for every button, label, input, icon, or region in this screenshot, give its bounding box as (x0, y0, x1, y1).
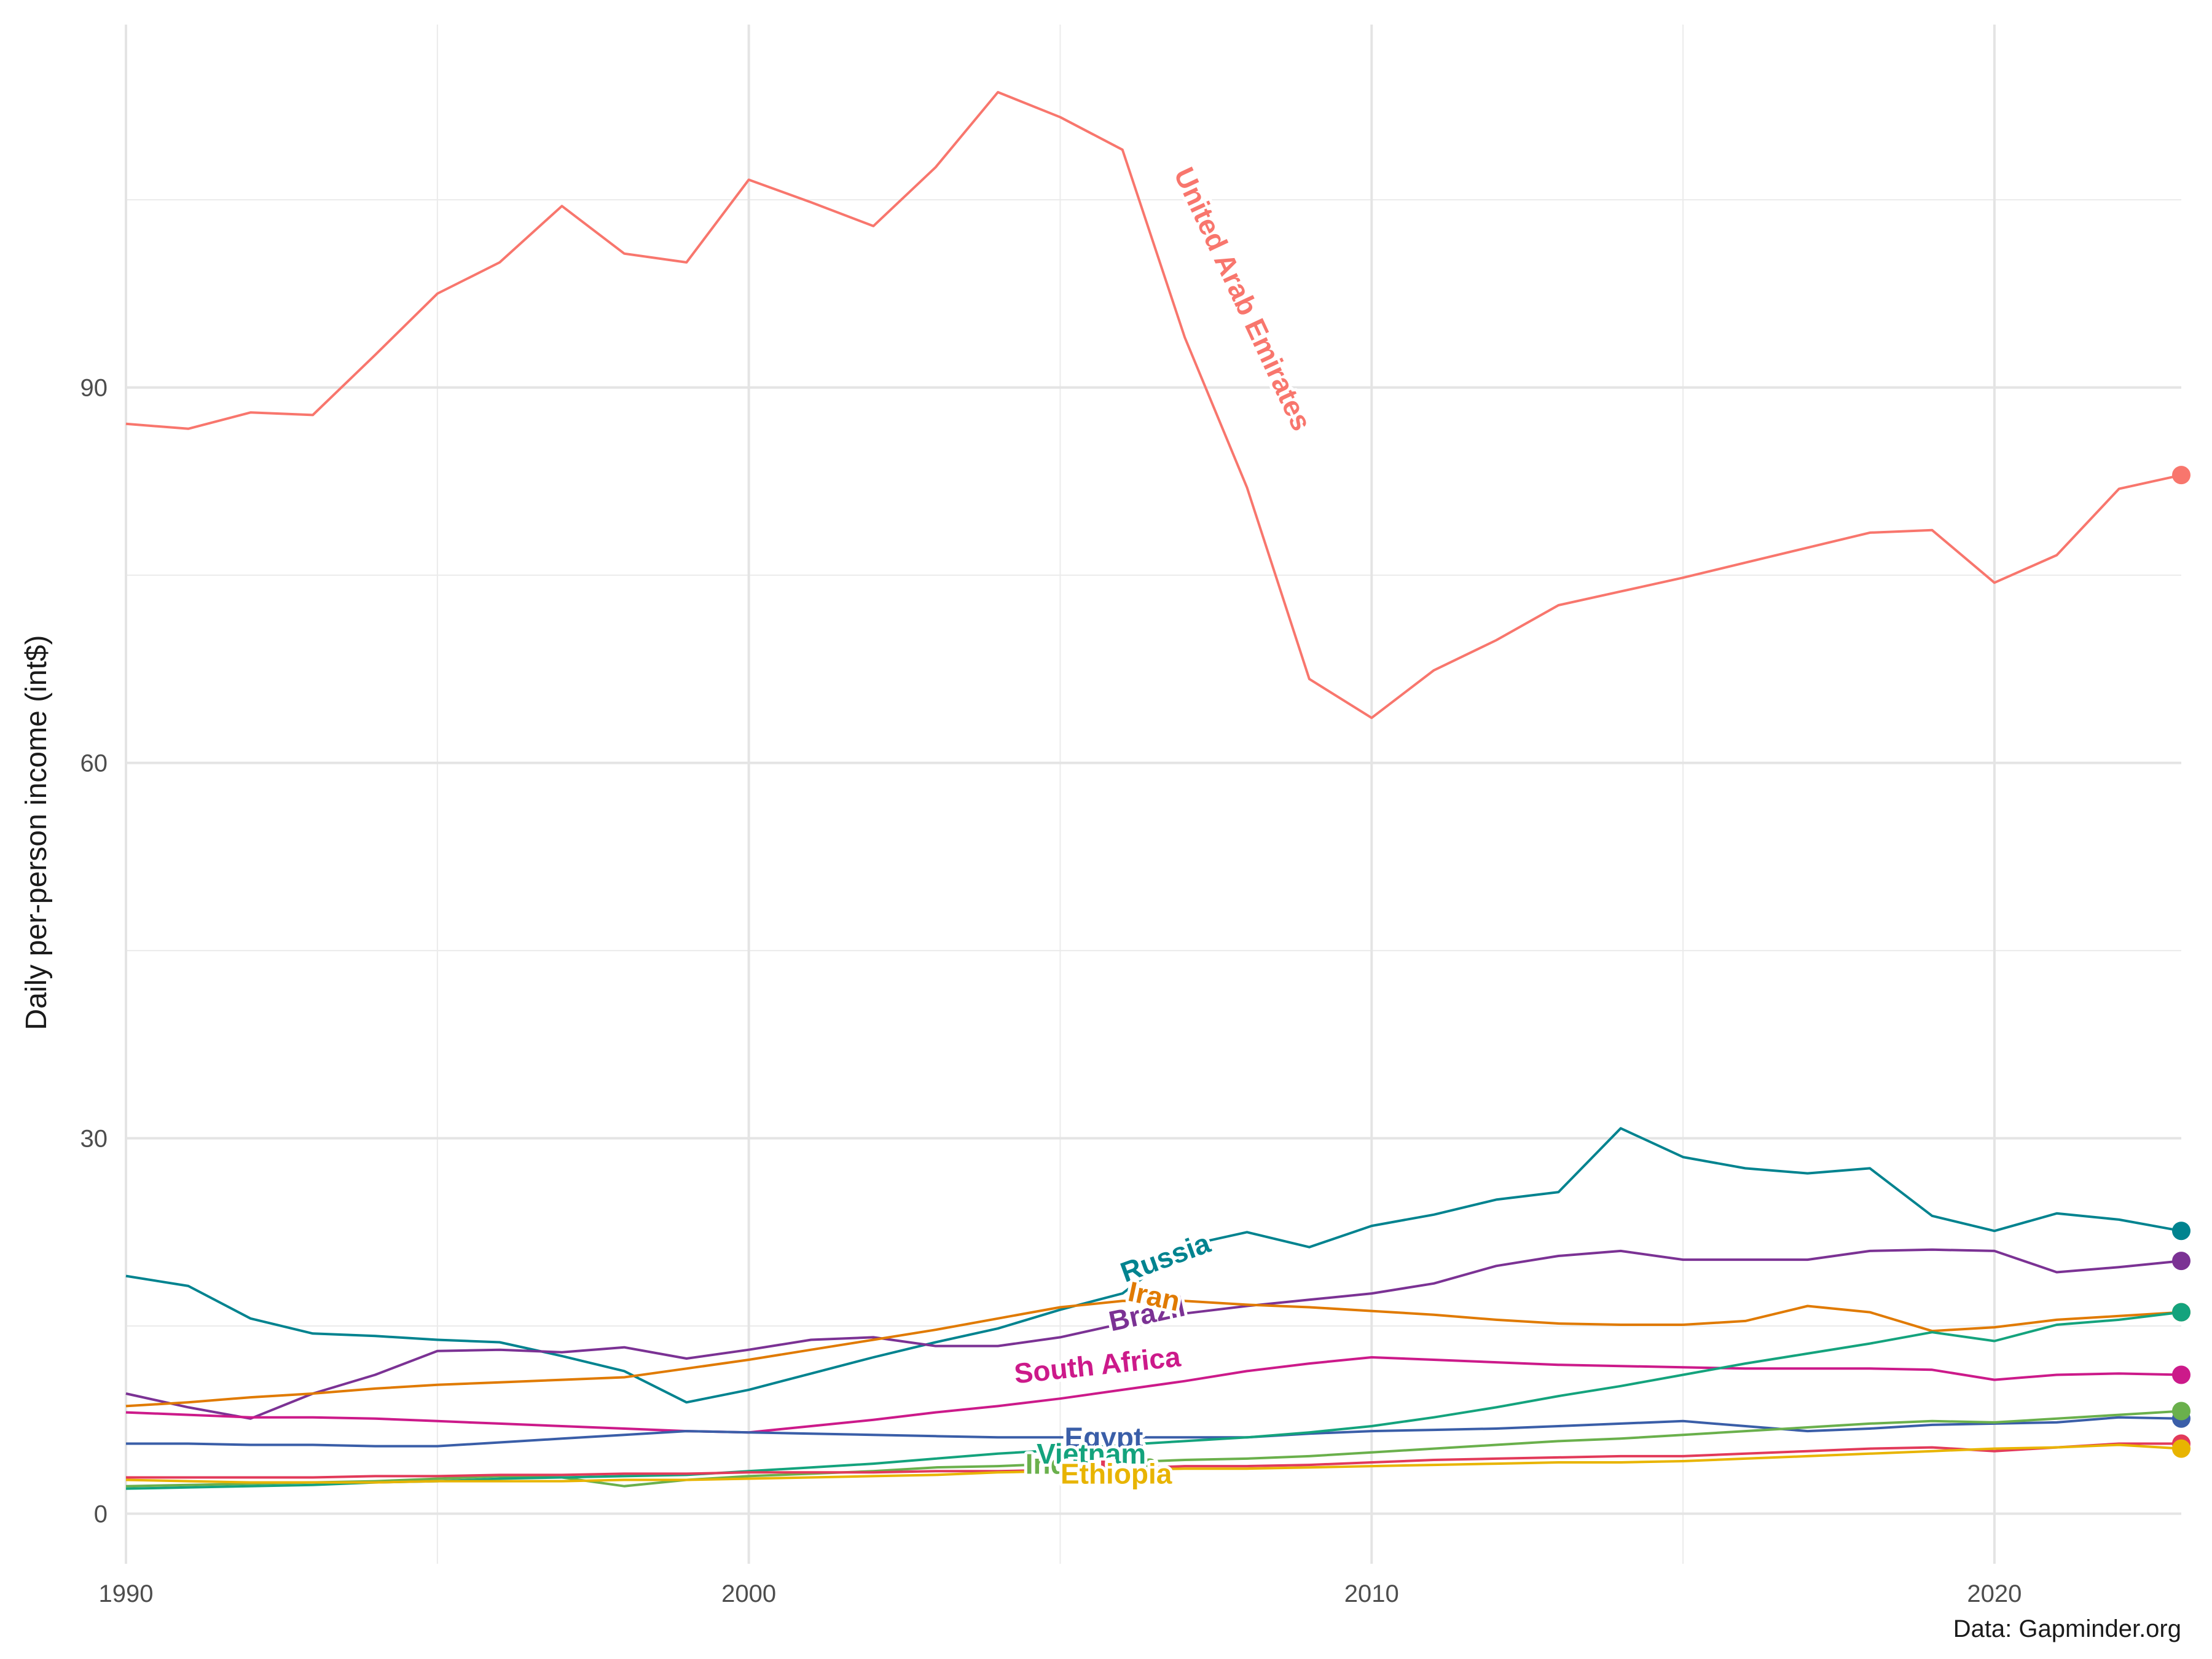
x-tick-label: 2010 (1344, 1580, 1399, 1607)
series-line-egypt (126, 1416, 2182, 1448)
data-source-caption: Data: Gapminder.org (1953, 1615, 2181, 1642)
series-endpoint-ethiopia (2172, 1439, 2190, 1458)
x-tick-label: 2000 (721, 1580, 776, 1607)
y-tick-label: 90 (80, 375, 108, 402)
series-line-south-africa (125, 1356, 2182, 1434)
series-line-indonesia (125, 1410, 2182, 1488)
series-label-south-africa: South Africa (1013, 1340, 1182, 1389)
series-endpoint-vietnam (2172, 1303, 2190, 1322)
x-tick-label: 2020 (1967, 1580, 2022, 1607)
series-line-vietnam (125, 1311, 2182, 1490)
series-label-ethiopia: Ethiopia (1061, 1458, 1172, 1490)
y-axis-title: Daily per-person income (int$) (20, 635, 53, 1030)
series-label-india: India (1065, 1456, 1131, 1488)
y-tick-label: 30 (80, 1126, 108, 1153)
series-endpoint-united-arab-emirates (2172, 466, 2190, 485)
series-line-india (126, 1442, 2181, 1479)
series-label-vietnam: Vietnam (1037, 1438, 1146, 1470)
series-endpoint-russia (2172, 1222, 2190, 1241)
series-line-brazil (125, 1248, 2182, 1420)
series-endpoint-south-africa (2172, 1365, 2190, 1384)
x-tick-label: 1990 (99, 1580, 154, 1607)
series-label-egypt: Egypt (1065, 1422, 1143, 1454)
series-label-united-arab-emirates: United Arab Emirates (1168, 162, 1318, 435)
series-line-united-arab-emirates (125, 91, 2182, 720)
series-line-ethiopia (125, 1443, 2182, 1484)
y-tick-label: 0 (94, 1501, 108, 1528)
series-endpoint-brazil (2172, 1252, 2190, 1271)
series-endpoint-indonesia (2172, 1402, 2190, 1421)
series-line-russia (125, 1127, 2182, 1404)
series-line-iran (125, 1300, 2182, 1408)
y-tick-label: 60 (80, 750, 108, 777)
series-label-indonesia: Indonesia (1026, 1448, 1158, 1480)
